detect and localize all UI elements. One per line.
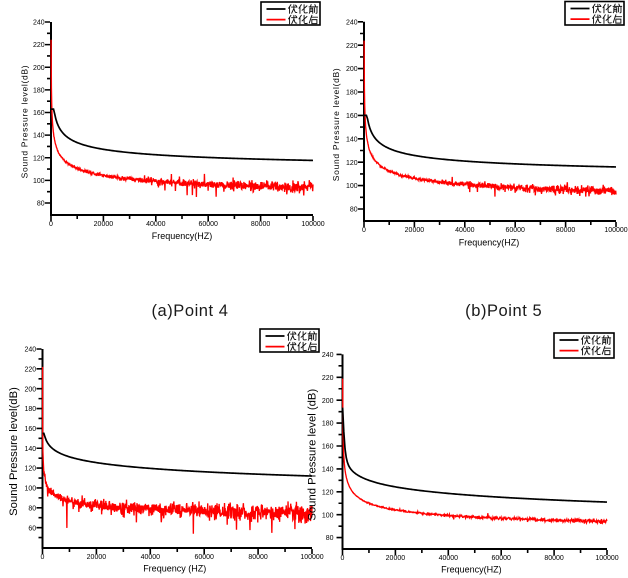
svg-text:Frequency(HZ): Frequency(HZ) bbox=[459, 238, 520, 248]
svg-text:80: 80 bbox=[326, 535, 334, 542]
svg-text:(a)Point 4: (a)Point 4 bbox=[151, 302, 228, 320]
svg-text:80000: 80000 bbox=[556, 227, 576, 234]
svg-text:80000: 80000 bbox=[251, 221, 271, 228]
svg-text:60000: 60000 bbox=[491, 555, 511, 562]
svg-text:60: 60 bbox=[28, 525, 36, 532]
svg-text:160: 160 bbox=[33, 110, 45, 117]
svg-text:80: 80 bbox=[37, 201, 45, 208]
svg-text:180: 180 bbox=[33, 87, 45, 94]
svg-text:0: 0 bbox=[362, 227, 366, 234]
svg-text:220: 220 bbox=[322, 375, 334, 382]
svg-text:200: 200 bbox=[25, 386, 37, 393]
svg-text:20000: 20000 bbox=[386, 555, 406, 562]
svg-text:Frequency(HZ): Frequency(HZ) bbox=[152, 231, 213, 241]
svg-text:60000: 60000 bbox=[198, 221, 218, 228]
svg-text:240: 240 bbox=[25, 347, 37, 354]
svg-text:100: 100 bbox=[322, 512, 334, 519]
svg-text:80: 80 bbox=[28, 505, 36, 512]
svg-text:100000: 100000 bbox=[300, 554, 323, 561]
svg-text:0: 0 bbox=[341, 555, 345, 562]
svg-text:0: 0 bbox=[41, 554, 45, 561]
svg-text:Sound Pressure level (dB): Sound Pressure level (dB) bbox=[306, 389, 318, 521]
svg-text:140: 140 bbox=[346, 136, 358, 143]
svg-text:140: 140 bbox=[322, 467, 334, 474]
svg-text:40000: 40000 bbox=[455, 227, 475, 234]
svg-text:100000: 100000 bbox=[301, 221, 324, 228]
svg-text:Sound Pressure level(dB): Sound Pressure level(dB) bbox=[8, 387, 20, 516]
svg-text:20000: 20000 bbox=[94, 221, 114, 228]
svg-text:240: 240 bbox=[346, 19, 358, 26]
svg-text:220: 220 bbox=[346, 43, 358, 50]
svg-text:100000: 100000 bbox=[604, 227, 627, 234]
svg-text:220: 220 bbox=[25, 366, 37, 373]
svg-text:240: 240 bbox=[33, 20, 45, 27]
svg-text:200: 200 bbox=[346, 66, 358, 73]
svg-text:Frequency(HZ): Frequency(HZ) bbox=[441, 565, 502, 575]
svg-text:220: 220 bbox=[33, 42, 45, 49]
svg-text:100000: 100000 bbox=[595, 555, 618, 562]
svg-text:180: 180 bbox=[346, 90, 358, 97]
svg-text:160: 160 bbox=[322, 444, 334, 451]
svg-text:120: 120 bbox=[25, 466, 37, 473]
svg-text:40000: 40000 bbox=[141, 554, 161, 561]
svg-text:20000: 20000 bbox=[87, 554, 107, 561]
svg-text:(b)Point 5: (b)Point 5 bbox=[465, 302, 542, 320]
svg-text:Sound Pressure level(dB): Sound Pressure level(dB) bbox=[20, 65, 30, 179]
svg-text:120: 120 bbox=[33, 155, 45, 162]
svg-text:140: 140 bbox=[33, 133, 45, 140]
svg-text:180: 180 bbox=[25, 406, 37, 413]
svg-text:160: 160 bbox=[346, 113, 358, 120]
svg-text:120: 120 bbox=[322, 489, 334, 496]
svg-text:40000: 40000 bbox=[439, 555, 459, 562]
svg-text:40000: 40000 bbox=[146, 221, 166, 228]
svg-text:100: 100 bbox=[33, 178, 45, 185]
svg-text:240: 240 bbox=[322, 352, 334, 359]
svg-text:0: 0 bbox=[49, 221, 53, 228]
svg-text:60000: 60000 bbox=[194, 554, 214, 561]
svg-text:80000: 80000 bbox=[248, 554, 268, 561]
svg-text:100: 100 bbox=[25, 486, 37, 493]
svg-text:180: 180 bbox=[322, 421, 334, 428]
svg-text:20000: 20000 bbox=[405, 227, 425, 234]
svg-text:200: 200 bbox=[322, 398, 334, 405]
svg-text:140: 140 bbox=[25, 446, 37, 453]
svg-text:80000: 80000 bbox=[544, 555, 564, 562]
svg-text:200: 200 bbox=[33, 65, 45, 72]
svg-text:160: 160 bbox=[25, 426, 37, 433]
svg-text:80: 80 bbox=[350, 207, 358, 214]
svg-text:100: 100 bbox=[346, 183, 358, 190]
svg-text:60000: 60000 bbox=[505, 227, 525, 234]
svg-text:Frequency (HZ): Frequency (HZ) bbox=[143, 564, 206, 574]
svg-text:120: 120 bbox=[346, 160, 358, 167]
svg-text:Sound Pressure level(dB): Sound Pressure level(dB) bbox=[331, 68, 341, 182]
